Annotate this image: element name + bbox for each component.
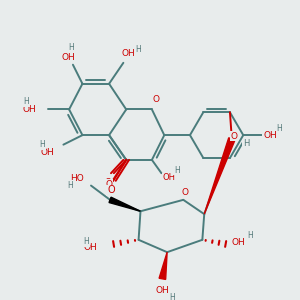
Text: OH: OH — [84, 243, 98, 252]
Text: H: H — [277, 124, 282, 133]
Text: HO: HO — [70, 174, 83, 183]
Text: H: H — [135, 45, 140, 54]
Text: H: H — [67, 181, 73, 190]
Text: OH: OH — [155, 286, 169, 295]
Text: H: H — [247, 231, 253, 240]
Text: O: O — [106, 180, 112, 189]
Text: OH: OH — [263, 130, 277, 140]
Text: OH: OH — [40, 148, 54, 157]
Text: O: O — [107, 185, 115, 195]
Text: H: H — [23, 97, 29, 106]
Text: OH: OH — [61, 52, 75, 62]
Text: OH: OH — [121, 49, 135, 58]
Text: H: H — [68, 43, 74, 52]
Polygon shape — [159, 252, 167, 279]
Text: OH: OH — [232, 238, 245, 247]
Text: O: O — [230, 132, 237, 141]
Text: H: H — [169, 293, 175, 300]
Text: O: O — [152, 95, 159, 104]
Text: H: H — [83, 237, 89, 246]
Text: H: H — [174, 166, 179, 175]
Text: H: H — [243, 139, 249, 148]
Text: O: O — [182, 188, 189, 197]
Polygon shape — [204, 138, 235, 214]
Text: OH: OH — [163, 173, 176, 182]
Text: H: H — [40, 140, 45, 149]
Polygon shape — [109, 197, 140, 211]
Text: OH: OH — [22, 105, 36, 114]
Text: O: O — [105, 178, 112, 187]
